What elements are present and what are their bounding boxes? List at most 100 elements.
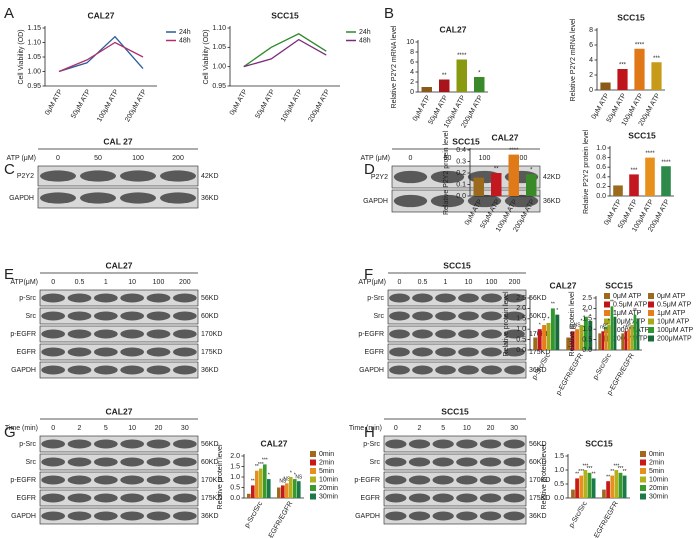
legend-label: 10min (319, 476, 338, 483)
blot-band (67, 493, 92, 503)
y-tick-label: 10 (406, 39, 414, 46)
size-label: 36KD (201, 367, 219, 374)
blot-strip (391, 165, 541, 189)
blot-band (412, 293, 433, 303)
significance: NS (283, 477, 291, 483)
legend-swatch (604, 310, 610, 316)
y-tick-label: 1.0 (596, 145, 606, 152)
legend-label: 48h (179, 37, 191, 44)
significance: * (478, 71, 481, 77)
bar (583, 316, 588, 350)
bar (610, 306, 614, 350)
y-tick-label: 0.95 (27, 83, 41, 90)
significance: *** (613, 463, 619, 469)
y-tick-label: 2.0 (582, 305, 592, 312)
bar (542, 325, 547, 350)
blot-band (412, 329, 433, 339)
treatment-label: Time (min) (349, 425, 382, 432)
blot-band (146, 311, 171, 321)
protein-label: Src (26, 459, 37, 466)
protein-label: GAPDH (355, 513, 380, 520)
blot-band (67, 475, 92, 485)
chart-title: SCC15 (605, 280, 633, 290)
lane-label: 2 (418, 425, 422, 432)
legend-swatch (604, 293, 610, 299)
bar (570, 331, 575, 350)
legend-swatch (648, 327, 654, 333)
x-tick-label: p-Src/Src (592, 352, 613, 381)
bar (247, 493, 251, 498)
significance: **** (509, 148, 519, 154)
blot-band (389, 365, 410, 375)
blot-band (172, 493, 197, 503)
blot-strip (37, 187, 199, 209)
chart-title: CAL27 (440, 24, 467, 34)
panel-letter: A (4, 5, 14, 22)
bar (600, 82, 611, 90)
x-tick-label: 50μM ATP (70, 88, 92, 120)
significance: *** (582, 463, 588, 469)
blot-band (393, 170, 428, 184)
y-tick-label: 1.0 (582, 326, 592, 333)
blot-band (456, 475, 478, 485)
legend-label: 0.5μM ATP (613, 301, 648, 308)
blot-title: SCC15 (441, 406, 469, 416)
significance: * (543, 318, 545, 324)
legend-label: 200μMATP (613, 335, 648, 342)
blot-band (432, 475, 454, 485)
bar (263, 464, 267, 498)
y-tick-label: 6 (589, 42, 593, 49)
significance: *** (630, 168, 638, 174)
protein-label: GAPDH (11, 367, 36, 374)
legend-label: 2min (319, 459, 334, 466)
blot-band (93, 329, 118, 339)
panel-letter: B (384, 5, 394, 22)
blot-band (458, 347, 479, 357)
treatment-label: ATP (μM) (7, 155, 36, 162)
blot-title: CAL27 (106, 406, 133, 416)
y-tick-label: 0 (589, 87, 593, 94)
blot-strip (37, 165, 199, 187)
legend-swatch (640, 493, 646, 500)
significance: * (539, 323, 541, 329)
bar (604, 329, 608, 350)
significance: **** (645, 151, 655, 157)
legend-label: 0min (649, 451, 664, 458)
line (243, 38, 327, 68)
size-label: 170KD (201, 477, 222, 484)
bar (526, 174, 537, 196)
bar (546, 322, 551, 350)
legend-swatch (310, 485, 316, 491)
blot-band (435, 329, 456, 339)
y-tick-label: 0.95 (212, 83, 226, 90)
bar (537, 329, 542, 350)
legend-swatch (604, 318, 610, 325)
blot-band (172, 293, 197, 303)
blot-band (120, 329, 145, 339)
protein-label: GAPDH (9, 195, 34, 202)
y-axis-label: Relative P2Y2 mRNA level (570, 18, 577, 101)
size-label: 60KD (201, 459, 219, 466)
blot-band (120, 457, 145, 467)
bar (251, 485, 255, 498)
blot-band (432, 511, 454, 521)
legend-swatch (310, 476, 316, 483)
y-tick-label: 0.0 (582, 347, 592, 354)
line (58, 35, 144, 73)
size-label: 36KD (529, 513, 547, 520)
significance: *** (619, 63, 627, 69)
lane-label: 0 (398, 279, 402, 286)
blot-band (503, 457, 525, 467)
blot-band (120, 347, 145, 357)
significance: ** (584, 310, 588, 316)
y-tick-label: 0.5 (230, 484, 240, 491)
blot-band (412, 311, 433, 321)
legend-label: 30min (319, 493, 338, 500)
blot-band (408, 511, 431, 521)
legend-label: 20min (319, 485, 338, 492)
lane-label: 200 (172, 155, 184, 162)
y-axis-label: Relative protein level (569, 291, 576, 356)
blot-band (389, 347, 410, 357)
lane-label: 100 (486, 279, 498, 286)
blot-band (389, 329, 410, 339)
